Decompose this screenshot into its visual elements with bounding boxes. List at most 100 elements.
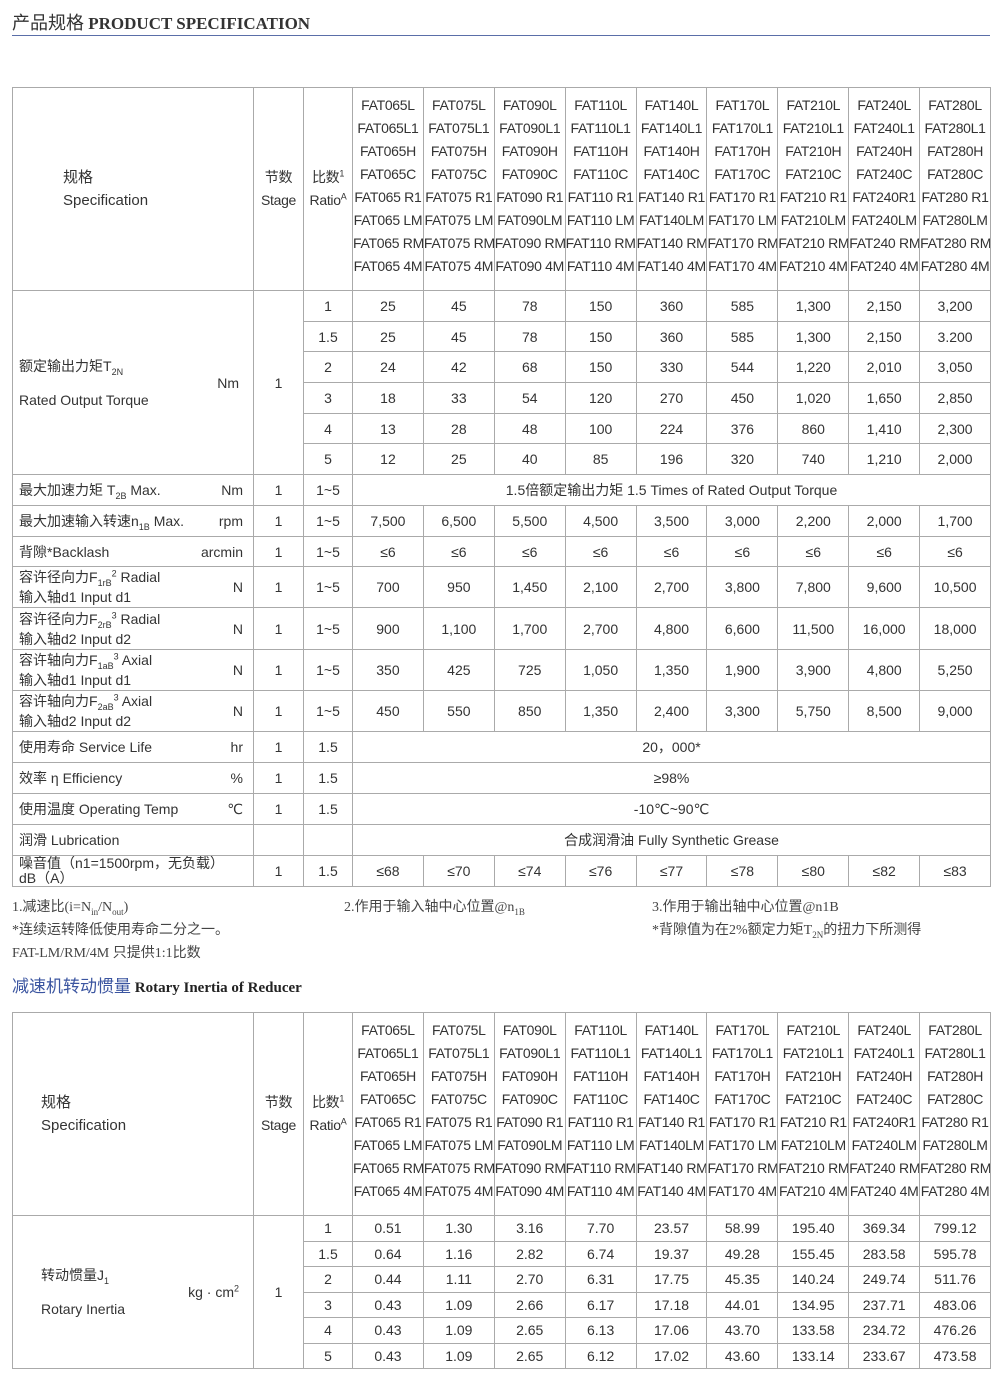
merged-value-cell: 合成润滑油 Fully Synthetic Grease: [351, 824, 992, 857]
ratio-cell: 1~5: [303, 649, 353, 692]
spec-label-text: 使用温度 Operating Temp: [19, 801, 179, 818]
model-name: FAT140 R1: [637, 189, 706, 205]
spec-label-text: Axial: [118, 693, 153, 710]
merged-value-cell: ≥98%: [351, 762, 992, 795]
spec-label-line2: 输入轴d1 Input d1: [19, 589, 132, 606]
value-cell: 3.16: [493, 1215, 566, 1242]
model-name: FAT065 4M: [353, 1183, 423, 1200]
spec-label: 转动惯量J1 Rotary Inertia kg · cm2: [12, 1215, 254, 1370]
model-name: FAT280 RM: [920, 1160, 991, 1177]
model-name: FAT280L1: [924, 120, 986, 136]
spec-header-en: Specification: [41, 1117, 127, 1135]
unit-label: N: [232, 579, 243, 596]
spec-label-text: 噪音值（n1=1500rpm，无负载）: [19, 855, 225, 872]
value-cell: 17.06: [635, 1317, 708, 1344]
model-name: FAT090 RM: [494, 1160, 566, 1177]
value-cell: 6.74: [564, 1240, 637, 1268]
ratio-cell: 1~5: [303, 566, 353, 609]
value-cell: 249.74: [848, 1266, 921, 1293]
ratio-header-zh: 比数1: [305, 1091, 352, 1114]
value-cell: 196: [635, 443, 708, 476]
table-row: N 容许轴向力F1aB3 Axial 输入轴d1 Input d1 1 1~5 350 42…: [12, 649, 992, 692]
model-name: FAT110 R1: [567, 189, 634, 205]
ratio-cell: 1: [303, 290, 353, 322]
model-name: FAT065 R1: [354, 1114, 422, 1131]
model-name: FAT110C: [573, 1091, 629, 1108]
value-cell: 10,500: [919, 566, 992, 609]
ratio-cell: 1.5: [303, 793, 353, 826]
footnote-backlash: *背隙值为在2%额定力矩T2N的扭力下所测得: [652, 923, 922, 940]
value-cell: 585: [706, 320, 779, 353]
model-name: FAT280C: [927, 166, 984, 182]
value-cell: 2.65: [493, 1317, 566, 1344]
unit-label: kg · cm2: [188, 1282, 239, 1302]
value-cell: 6.17: [564, 1291, 637, 1319]
model-name: FAT090LM: [497, 1137, 563, 1154]
model-name: FAT110 RM: [565, 1160, 636, 1177]
value-cell: 350: [352, 649, 424, 692]
spec-label: N 容许径向力F1rB2 Radial 输入轴d1 Input d1: [12, 566, 254, 609]
value-cell: 360: [635, 320, 708, 353]
value-cell: 58.99: [706, 1215, 779, 1242]
value-cell: ≤6: [493, 536, 566, 568]
spec-label-sup: 2: [111, 568, 117, 579]
model-name: FAT170H: [714, 1068, 771, 1085]
model-name: FAT140 4M: [637, 258, 706, 274]
model-name: FAT280 R1: [921, 189, 989, 205]
spec-label-text: Max.: [149, 513, 185, 530]
unit-text: Nm: [217, 374, 239, 391]
stage-cell: 1: [253, 505, 304, 538]
stage-header: 节数 Stage: [253, 87, 304, 291]
model-name: FAT280L: [928, 97, 982, 113]
table-row: 1.5 25 45 78 150 360 585 1,300 2,150 3.200: [13, 320, 992, 353]
table-row: N 容许径向力F2rB3 Radial 输入轴d2 Input d2 1 1~5 900 1…: [12, 607, 992, 651]
model-name: FAT280H: [927, 143, 984, 159]
table-row: ℃ 使用温度 Operating Temp 1 1.5 -10℃~90℃: [12, 793, 992, 826]
model-name: FAT240LM: [851, 1137, 917, 1154]
model-column-header: FAT170L FAT170L1 FAT170H FAT170C FAT170 R1 FA…: [706, 87, 779, 291]
value-cell: 1,350: [635, 649, 708, 692]
ratio-cell: 1.5: [303, 1240, 353, 1268]
table-row: 噪音值（n1=1500rpm，无负载） dB（A） 1 1.5 ≤68 ≤70 ≤74 ≤76…: [12, 855, 992, 888]
model-name: FAT075 RM: [423, 1160, 495, 1177]
stage-cell: 1: [253, 855, 304, 888]
value-cell: ≤78: [706, 855, 779, 888]
model-column-header: FAT065L FAT065L1 FAT065H FAT065C FAT065 R1 FA…: [352, 87, 424, 291]
spec-label-text: Radial: [116, 569, 161, 586]
model-name: FAT075 R1: [425, 1114, 493, 1131]
model-name: FAT240 RM: [849, 1160, 920, 1177]
value-cell: 511.76: [919, 1266, 992, 1293]
model-name: FAT090 4M: [495, 1183, 565, 1200]
value-cell: 5,500: [493, 505, 566, 538]
value-cell: 2,150: [848, 320, 921, 353]
stage-cell: [253, 824, 304, 857]
model-name: FAT210C: [785, 1091, 842, 1108]
spec-label-sub: 1: [104, 1275, 110, 1286]
table-row: Nm 最大加速力矩 T2B Max. 1 1~5 1.5倍额定输出力矩 1.5 Time…: [12, 474, 992, 507]
model-name: FAT090L: [502, 1022, 557, 1039]
value-cell: 150: [564, 290, 637, 322]
model-name: FAT075 4M: [424, 1183, 494, 1200]
value-cell: 2.70: [493, 1266, 566, 1293]
value-cell: 2,700: [564, 607, 637, 651]
ratio-cell: 1.5: [303, 855, 353, 888]
model-name: FAT110 RM: [565, 235, 636, 251]
model-name: FAT140LM: [638, 212, 705, 228]
model-name: FAT170 LM: [708, 1137, 777, 1154]
spec-label-sub: 2N: [111, 366, 124, 377]
model-column-header: FAT110L FAT110L1 FAT110H FAT110C FAT110 R1 FA…: [564, 87, 637, 291]
spec-label: rpm 最大加速输入转速n1B Max.: [12, 505, 254, 538]
model-name: FAT075C: [430, 166, 487, 182]
value-cell: 140.24: [777, 1266, 850, 1293]
value-cell: ≤6: [352, 536, 424, 568]
model-name: FAT110 4M: [566, 1183, 635, 1200]
stage-cell: 1: [253, 793, 304, 826]
footnote-3: 3.作用于输出轴中心位置@n1B: [652, 900, 839, 916]
model-name: FAT065H: [359, 143, 416, 159]
value-cell: 2.82: [493, 1240, 566, 1268]
value-cell: 2,300: [919, 412, 992, 445]
model-name: FAT140H: [643, 143, 700, 159]
footnote-1: 1.减速比(i=Nin/Nout): [12, 900, 129, 917]
value-cell: 33: [422, 382, 495, 414]
value-cell: 12: [352, 443, 424, 476]
